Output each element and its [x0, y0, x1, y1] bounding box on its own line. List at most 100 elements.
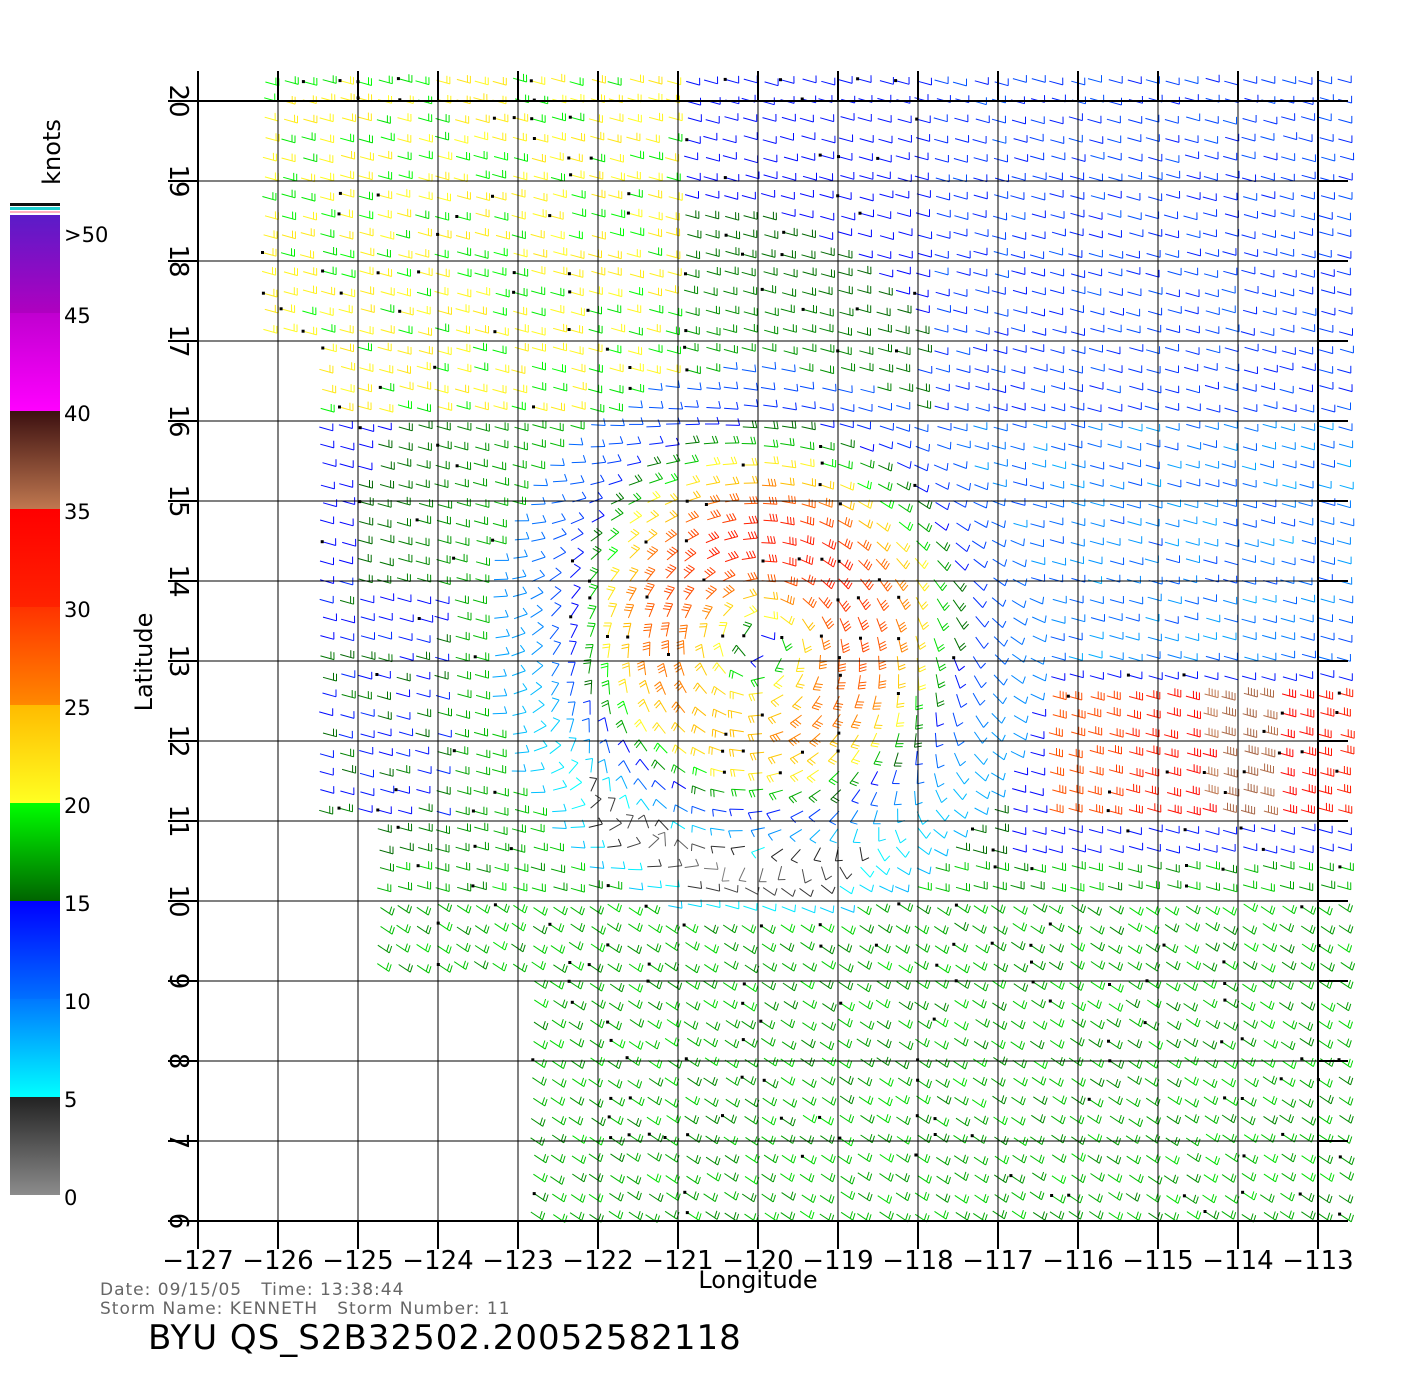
rain-flag: [742, 634, 746, 638]
wind-barb: [1279, 362, 1294, 371]
wind-barb: [839, 1114, 855, 1124]
wind-barb: [725, 230, 741, 240]
wind-barb: [1164, 633, 1179, 642]
rain-flag: [570, 1000, 574, 1004]
wind-barb: [627, 346, 643, 356]
wind-barb: [837, 1039, 853, 1049]
wind-barb: [668, 401, 684, 410]
rain-flag: [628, 1096, 632, 1100]
wind-barb: [302, 326, 318, 336]
wind-barb: [1031, 961, 1046, 971]
wind-barb: [1204, 381, 1219, 390]
wind-barb: [531, 76, 546, 85]
wind-barb: [492, 95, 507, 105]
wind-barb: [1281, 442, 1296, 450]
wind-barb: [1243, 960, 1258, 971]
wind-barb: [800, 923, 816, 934]
wind-barb: [492, 384, 507, 394]
wind-barb: [1280, 423, 1295, 432]
wind-barb: [511, 664, 526, 677]
rain-flag: [990, 941, 994, 945]
wind-barb: [1321, 307, 1336, 316]
x-tick-label: −114: [1202, 1246, 1273, 1276]
wind-barb: [1319, 843, 1334, 852]
wind-barb: [857, 265, 872, 275]
wind-barb: [725, 75, 740, 84]
rain-flag: [1185, 864, 1188, 867]
wind-barb: [552, 1193, 567, 1203]
wind-barb: [954, 1021, 969, 1031]
wind-barb: [936, 598, 950, 611]
colorbar-strip: [10, 207, 60, 210]
wind-barb: [418, 267, 433, 277]
wind-barb: [1243, 211, 1258, 219]
wind-barb: [626, 249, 641, 258]
wind-barb: [724, 885, 739, 893]
wind-barb: [1029, 788, 1044, 797]
rain-flag: [569, 615, 573, 619]
wind-barb: [1127, 442, 1142, 451]
wind-barb: [727, 709, 743, 719]
wind-barb: [492, 535, 507, 545]
wind-barb: [1240, 824, 1255, 833]
wind-barb: [1339, 862, 1354, 872]
wind-barb: [1109, 632, 1124, 640]
wind-barb: [1011, 498, 1026, 506]
wind-barb: [1318, 614, 1333, 623]
wind-barb: [857, 229, 872, 238]
wind-barb: [512, 586, 528, 598]
wind-barb: [895, 190, 910, 199]
wind-barb: [1319, 134, 1334, 142]
wind-barb: [1163, 1174, 1179, 1184]
wind-barb: [1011, 600, 1027, 609]
rain-flag: [628, 386, 632, 390]
rain-flag: [723, 77, 727, 81]
wind-barb: [284, 76, 299, 85]
wind-barb: [1090, 614, 1105, 622]
rain-flag: [1261, 847, 1265, 851]
wind-barb: [782, 420, 797, 429]
wind-barb: [569, 961, 585, 971]
wind-barb: [1010, 881, 1025, 890]
wind-barb: [644, 602, 655, 618]
rain-flag: [724, 233, 728, 237]
wind-barb: [396, 573, 411, 583]
wind-barb: [606, 585, 616, 601]
wind-barb: [893, 752, 903, 767]
wind-barb: [665, 1153, 680, 1163]
wind-barb: [993, 1115, 1008, 1126]
wind-barb: [495, 903, 510, 914]
wind-barb: [571, 798, 586, 810]
wind-barb: [533, 1097, 548, 1107]
wind-barb: [569, 1096, 585, 1106]
wind-barb: [1280, 1041, 1296, 1051]
wind-barb: [456, 925, 472, 936]
wind-barb: [685, 307, 700, 316]
wind-barb: [1087, 906, 1103, 916]
wind-barb: [1069, 172, 1085, 181]
wind-barb: [1068, 440, 1083, 449]
wind-barb: [1012, 1154, 1027, 1164]
wind-barb: [954, 1037, 969, 1047]
wind-barb: [533, 1173, 548, 1183]
wind-barb: [283, 323, 298, 333]
wind-barb: [992, 1020, 1008, 1031]
wind-barb: [599, 739, 611, 754]
wind-barb: [377, 806, 392, 815]
wind-barb: [588, 583, 599, 599]
wind-barb: [1032, 328, 1047, 336]
wind-barb: [1127, 922, 1143, 933]
rain-flag: [819, 445, 823, 448]
wind-barb: [686, 136, 701, 144]
rain-flag: [548, 214, 552, 218]
wind-barb: [933, 114, 948, 123]
wind-barb: [893, 791, 902, 806]
wind-barb: [1299, 614, 1314, 623]
wind-barb: [1282, 76, 1297, 85]
wind-barb: [1205, 307, 1220, 316]
wind-barb: [436, 786, 451, 795]
wind-barb: [971, 1134, 987, 1144]
wind-barb: [610, 492, 625, 505]
wind-barb: [728, 669, 744, 679]
wind-barb: [1031, 767, 1046, 776]
